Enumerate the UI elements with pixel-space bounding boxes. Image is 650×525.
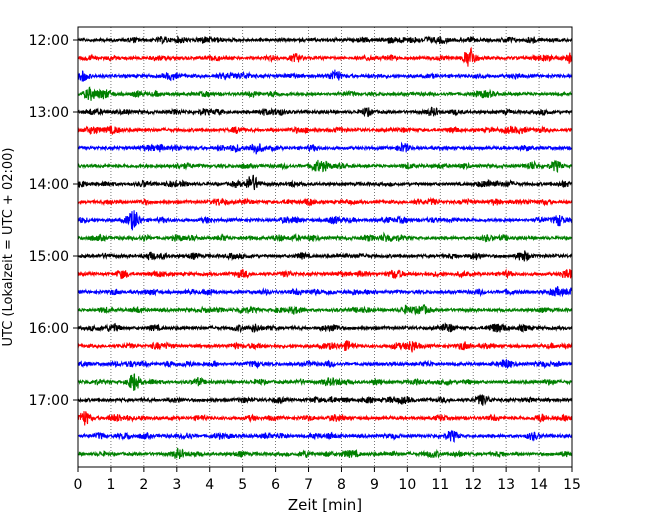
trace-line	[77, 250, 573, 262]
trace-line	[77, 159, 573, 174]
trace-line	[77, 358, 573, 370]
x-tick-label: 0	[74, 477, 83, 493]
trace-line	[77, 174, 573, 191]
y-tick-label: 14:00	[29, 177, 69, 193]
x-axis-ticks: 0 1 2 3 4 5 6 7 8 9 10 11 12 13 14 15	[74, 467, 581, 493]
x-axis-label: Zeit [min]	[288, 496, 362, 514]
plot-frame	[77, 26, 573, 468]
trace-line	[77, 106, 573, 118]
trace-line	[77, 69, 573, 82]
x-tick-label: 11	[431, 477, 449, 493]
trace-line	[77, 447, 573, 460]
trace-line	[77, 340, 573, 353]
x-tick-label: 12	[464, 477, 482, 493]
trace-line	[77, 303, 573, 316]
trace-line	[77, 86, 573, 101]
x-tick-label: 14	[530, 477, 548, 493]
trace-line	[77, 429, 573, 443]
x-tick-label: 1	[106, 477, 115, 493]
trace-line	[77, 411, 573, 426]
x-tick-label: 5	[238, 477, 247, 493]
trace-line	[77, 373, 573, 391]
trace-line	[77, 321, 573, 334]
x-tick-label: 15	[563, 477, 581, 493]
x-tick-label: 6	[271, 477, 280, 493]
trace-line	[77, 196, 573, 207]
x-tick-label: 3	[172, 477, 181, 493]
trace-line	[77, 393, 573, 406]
trace-line	[77, 125, 573, 136]
x-tick-label: 9	[370, 477, 379, 493]
grid-lines	[110, 27, 540, 467]
y-tick-label: 17:00	[29, 393, 69, 409]
trace-line	[77, 46, 573, 67]
trace-lines	[77, 34, 573, 460]
x-tick-label: 7	[304, 477, 313, 493]
x-tick-label: 4	[205, 477, 214, 493]
x-tick-label: 10	[398, 477, 416, 493]
trace-line	[77, 141, 573, 155]
y-tick-label: 13:00	[29, 105, 69, 121]
y-tick-label: 12:00	[29, 33, 69, 49]
trace-line	[77, 210, 573, 231]
trace-line	[77, 268, 573, 280]
y-axis-ticks: 12:00 13:00 14:00 15:00 16:00 17:00	[29, 33, 78, 409]
trace-line	[77, 231, 573, 243]
x-tick-label: 13	[497, 477, 515, 493]
x-tick-label: 2	[139, 477, 148, 493]
y-axis-label: UTC (Lokalzeit = UTC + 02:00)	[1, 148, 16, 347]
y-tick-label: 16:00	[29, 321, 69, 337]
x-tick-label: 8	[337, 477, 346, 493]
trace-line	[77, 34, 573, 45]
trace-line	[77, 285, 573, 298]
y-tick-label: 15:00	[29, 249, 69, 265]
